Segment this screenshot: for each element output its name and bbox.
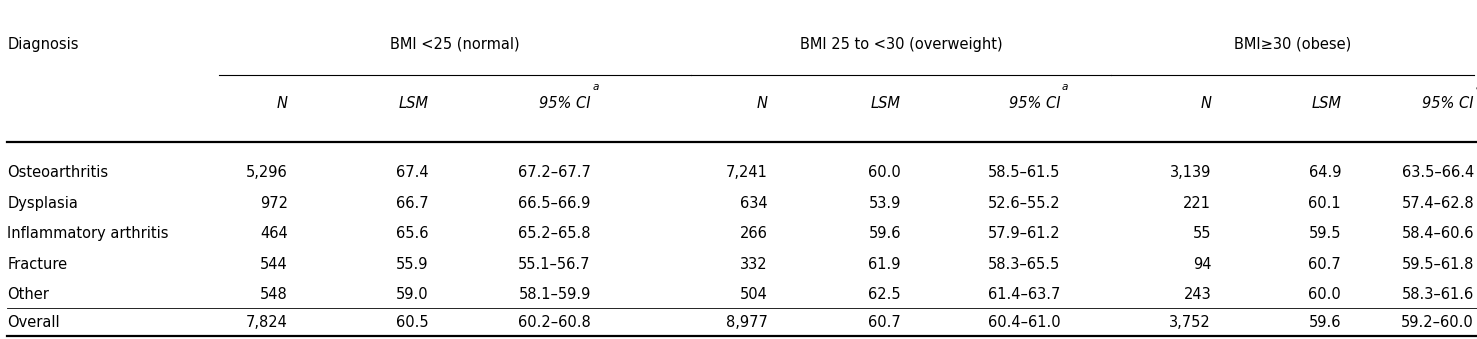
Text: 57.9–61.2: 57.9–61.2 [988, 226, 1060, 241]
Text: 972: 972 [260, 196, 288, 211]
Text: 59.5: 59.5 [1309, 226, 1341, 241]
Text: 60.7: 60.7 [1309, 257, 1341, 272]
Text: 65.2–65.8: 65.2–65.8 [518, 226, 591, 241]
Text: 504: 504 [740, 287, 768, 302]
Text: Other: Other [7, 287, 49, 302]
Text: 59.6: 59.6 [868, 226, 901, 241]
Text: 58.4–60.6: 58.4–60.6 [1402, 226, 1474, 241]
Text: 59.6: 59.6 [1309, 315, 1341, 330]
Text: Osteoarthritis: Osteoarthritis [7, 165, 108, 180]
Text: 60.0: 60.0 [1309, 287, 1341, 302]
Text: 65.6: 65.6 [396, 226, 428, 241]
Text: 7,824: 7,824 [247, 315, 288, 330]
Text: 95% CI: 95% CI [1422, 97, 1474, 112]
Text: 55.9: 55.9 [396, 257, 428, 272]
Text: 67.2–67.7: 67.2–67.7 [518, 165, 591, 180]
Text: 57.4–62.8: 57.4–62.8 [1402, 196, 1474, 211]
Text: 53.9: 53.9 [868, 196, 901, 211]
Text: 60.4–61.0: 60.4–61.0 [988, 315, 1060, 330]
Text: LSM: LSM [399, 97, 428, 112]
Text: BMI≥30 (obese): BMI≥30 (obese) [1233, 37, 1351, 52]
Text: 548: 548 [260, 287, 288, 302]
Text: a: a [592, 82, 598, 92]
Text: 95% CI: 95% CI [539, 97, 591, 112]
Text: 60.2–60.8: 60.2–60.8 [518, 315, 591, 330]
Text: 332: 332 [740, 257, 768, 272]
Text: 67.4: 67.4 [396, 165, 428, 180]
Text: 55: 55 [1192, 226, 1211, 241]
Text: N: N [278, 97, 288, 112]
Text: 58.1–59.9: 58.1–59.9 [518, 287, 591, 302]
Text: a: a [1476, 82, 1477, 92]
Text: 55.1–56.7: 55.1–56.7 [518, 257, 591, 272]
Text: Fracture: Fracture [7, 257, 68, 272]
Text: 66.7: 66.7 [396, 196, 428, 211]
Text: 8,977: 8,977 [727, 315, 768, 330]
Text: N: N [758, 97, 768, 112]
Text: 58.5–61.5: 58.5–61.5 [988, 165, 1060, 180]
Text: 64.9: 64.9 [1309, 165, 1341, 180]
Text: 7,241: 7,241 [727, 165, 768, 180]
Text: Overall: Overall [7, 315, 61, 330]
Text: 95% CI: 95% CI [1009, 97, 1060, 112]
Text: 62.5: 62.5 [868, 287, 901, 302]
Text: 544: 544 [260, 257, 288, 272]
Text: 59.5–61.8: 59.5–61.8 [1402, 257, 1474, 272]
Text: 59.2–60.0: 59.2–60.0 [1402, 315, 1474, 330]
Text: LSM: LSM [1312, 97, 1341, 112]
Text: 60.1: 60.1 [1309, 196, 1341, 211]
Text: 94: 94 [1192, 257, 1211, 272]
Text: Inflammatory arthritis: Inflammatory arthritis [7, 226, 168, 241]
Text: 634: 634 [740, 196, 768, 211]
Text: 58.3–61.6: 58.3–61.6 [1402, 287, 1474, 302]
Text: 59.0: 59.0 [396, 287, 428, 302]
Text: Diagnosis: Diagnosis [7, 37, 78, 52]
Text: 60.7: 60.7 [868, 315, 901, 330]
Text: a: a [1062, 82, 1068, 92]
Text: BMI 25 to <30 (overweight): BMI 25 to <30 (overweight) [799, 37, 1003, 52]
Text: BMI <25 (normal): BMI <25 (normal) [390, 37, 520, 52]
Text: 58.3–65.5: 58.3–65.5 [988, 257, 1060, 272]
Text: 3,139: 3,139 [1170, 165, 1211, 180]
Text: 3,752: 3,752 [1170, 315, 1211, 330]
Text: 243: 243 [1183, 287, 1211, 302]
Text: 52.6–55.2: 52.6–55.2 [988, 196, 1060, 211]
Text: 221: 221 [1183, 196, 1211, 211]
Text: N: N [1201, 97, 1211, 112]
Text: 61.4–63.7: 61.4–63.7 [988, 287, 1060, 302]
Text: 5,296: 5,296 [247, 165, 288, 180]
Text: 266: 266 [740, 226, 768, 241]
Text: LSM: LSM [871, 97, 901, 112]
Text: 60.0: 60.0 [868, 165, 901, 180]
Text: 60.5: 60.5 [396, 315, 428, 330]
Text: 66.5–66.9: 66.5–66.9 [518, 196, 591, 211]
Text: 464: 464 [260, 226, 288, 241]
Text: 63.5–66.4: 63.5–66.4 [1402, 165, 1474, 180]
Text: 61.9: 61.9 [868, 257, 901, 272]
Text: Dysplasia: Dysplasia [7, 196, 78, 211]
